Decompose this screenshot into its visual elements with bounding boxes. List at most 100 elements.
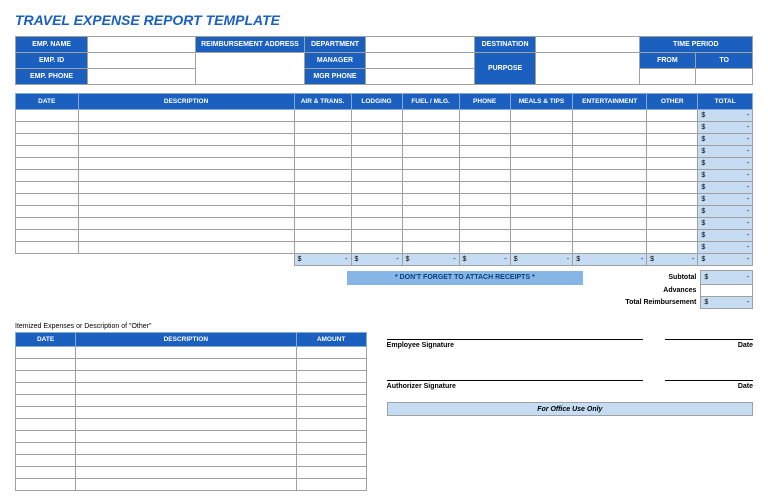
cell[interactable] bbox=[76, 431, 296, 443]
cell[interactable] bbox=[351, 134, 402, 146]
cell[interactable] bbox=[402, 146, 459, 158]
cell[interactable] bbox=[16, 407, 76, 419]
emp-id-value[interactable] bbox=[88, 53, 196, 69]
cell[interactable] bbox=[351, 242, 402, 254]
cell[interactable] bbox=[294, 206, 351, 218]
cell[interactable] bbox=[76, 407, 296, 419]
cell[interactable] bbox=[76, 467, 296, 479]
cell[interactable] bbox=[573, 134, 647, 146]
cell[interactable] bbox=[78, 146, 294, 158]
cell[interactable] bbox=[76, 395, 296, 407]
cell[interactable] bbox=[573, 122, 647, 134]
cell[interactable] bbox=[76, 359, 296, 371]
cell[interactable] bbox=[647, 242, 698, 254]
cell[interactable] bbox=[76, 383, 296, 395]
cell[interactable] bbox=[402, 134, 459, 146]
cell[interactable] bbox=[573, 206, 647, 218]
cell[interactable] bbox=[78, 170, 294, 182]
cell[interactable] bbox=[296, 383, 366, 395]
cell[interactable] bbox=[16, 158, 79, 170]
cell[interactable] bbox=[294, 146, 351, 158]
cell[interactable] bbox=[78, 122, 294, 134]
cell[interactable] bbox=[402, 170, 459, 182]
cell[interactable] bbox=[296, 371, 366, 383]
advances-value[interactable] bbox=[701, 285, 753, 297]
cell[interactable] bbox=[510, 206, 573, 218]
cell[interactable] bbox=[351, 122, 402, 134]
cell[interactable] bbox=[16, 431, 76, 443]
authorizer-signature-line[interactable] bbox=[387, 369, 643, 381]
cell[interactable] bbox=[296, 467, 366, 479]
cell[interactable] bbox=[647, 134, 698, 146]
cell[interactable] bbox=[647, 230, 698, 242]
cell[interactable] bbox=[296, 431, 366, 443]
cell[interactable] bbox=[78, 218, 294, 230]
cell[interactable] bbox=[351, 194, 402, 206]
cell[interactable] bbox=[459, 218, 510, 230]
cell[interactable] bbox=[510, 218, 573, 230]
cell[interactable] bbox=[16, 122, 79, 134]
cell[interactable] bbox=[296, 479, 366, 491]
cell[interactable] bbox=[296, 455, 366, 467]
emp-phone-value[interactable] bbox=[88, 69, 196, 85]
cell[interactable] bbox=[510, 242, 573, 254]
cell[interactable] bbox=[351, 230, 402, 242]
cell[interactable] bbox=[573, 218, 647, 230]
cell[interactable] bbox=[294, 182, 351, 194]
cell[interactable] bbox=[16, 218, 79, 230]
cell[interactable] bbox=[510, 122, 573, 134]
cell[interactable] bbox=[76, 443, 296, 455]
cell[interactable] bbox=[402, 242, 459, 254]
cell[interactable] bbox=[647, 170, 698, 182]
cell[interactable] bbox=[573, 182, 647, 194]
cell[interactable] bbox=[351, 110, 402, 122]
cell[interactable] bbox=[78, 134, 294, 146]
cell[interactable] bbox=[459, 194, 510, 206]
cell[interactable] bbox=[78, 110, 294, 122]
cell[interactable] bbox=[459, 242, 510, 254]
cell[interactable] bbox=[16, 371, 76, 383]
cell[interactable] bbox=[294, 110, 351, 122]
cell[interactable] bbox=[402, 194, 459, 206]
manager-value[interactable] bbox=[366, 53, 474, 69]
cell[interactable] bbox=[510, 110, 573, 122]
cell[interactable] bbox=[573, 230, 647, 242]
cell[interactable] bbox=[16, 194, 79, 206]
cell[interactable] bbox=[573, 194, 647, 206]
cell[interactable] bbox=[402, 158, 459, 170]
cell[interactable] bbox=[459, 206, 510, 218]
cell[interactable] bbox=[402, 182, 459, 194]
cell[interactable] bbox=[78, 158, 294, 170]
cell[interactable] bbox=[402, 110, 459, 122]
cell[interactable] bbox=[76, 347, 296, 359]
cell[interactable] bbox=[351, 206, 402, 218]
cell[interactable] bbox=[296, 395, 366, 407]
cell[interactable] bbox=[78, 194, 294, 206]
from-value[interactable] bbox=[639, 69, 696, 85]
cell[interactable] bbox=[647, 146, 698, 158]
cell[interactable] bbox=[294, 158, 351, 170]
cell[interactable] bbox=[16, 242, 79, 254]
cell[interactable] bbox=[16, 395, 76, 407]
cell[interactable] bbox=[16, 182, 79, 194]
cell[interactable] bbox=[459, 122, 510, 134]
cell[interactable] bbox=[16, 479, 76, 491]
cell[interactable] bbox=[76, 479, 296, 491]
cell[interactable] bbox=[510, 170, 573, 182]
employee-signature-line[interactable] bbox=[387, 327, 643, 339]
cell[interactable] bbox=[647, 218, 698, 230]
cell[interactable] bbox=[459, 182, 510, 194]
mgr-phone-value[interactable] bbox=[366, 69, 474, 85]
cell[interactable] bbox=[16, 455, 76, 467]
cell[interactable] bbox=[16, 170, 79, 182]
cell[interactable] bbox=[402, 122, 459, 134]
cell[interactable] bbox=[510, 230, 573, 242]
cell[interactable] bbox=[459, 134, 510, 146]
cell[interactable] bbox=[510, 182, 573, 194]
cell[interactable] bbox=[647, 206, 698, 218]
cell[interactable] bbox=[16, 383, 76, 395]
department-value[interactable] bbox=[366, 37, 474, 53]
cell[interactable] bbox=[647, 194, 698, 206]
destination-value[interactable] bbox=[536, 37, 639, 53]
cell[interactable] bbox=[459, 158, 510, 170]
